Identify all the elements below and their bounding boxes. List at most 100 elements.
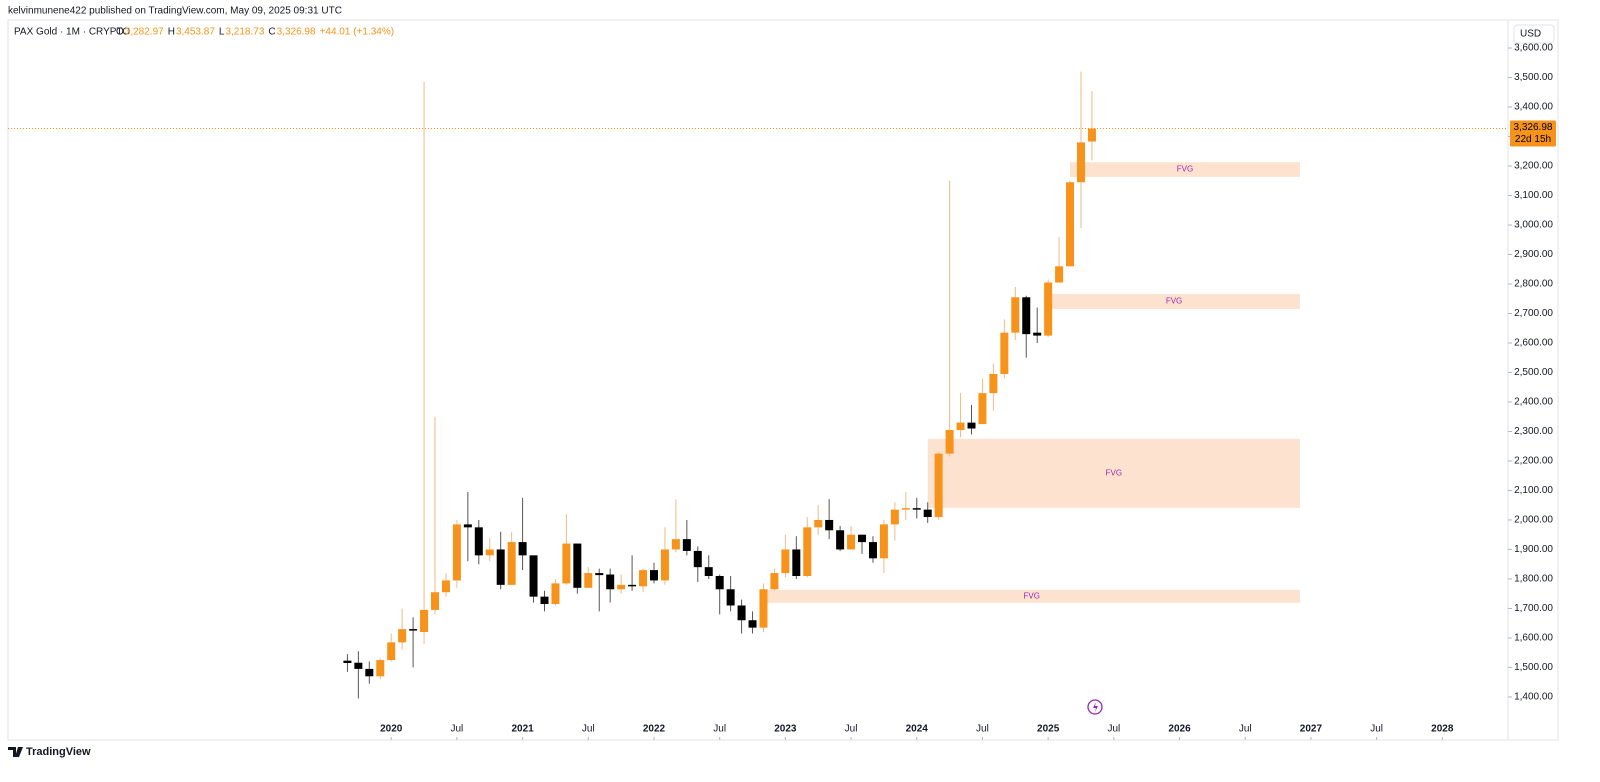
body (803, 527, 812, 577)
candle (759, 583, 768, 633)
body (376, 660, 385, 677)
body (715, 576, 724, 590)
candle (967, 404, 976, 435)
y-tick-label: 2,100.00 (1514, 485, 1553, 496)
body (737, 605, 746, 621)
body (343, 660, 352, 664)
body (1087, 128, 1096, 142)
candle (1000, 319, 1009, 379)
y-tick-label: 3,200.00 (1514, 161, 1553, 172)
candle (847, 525, 856, 550)
candle (485, 537, 494, 562)
publisher: kelvinmunene422 published on TradingView… (8, 6, 342, 17)
body (420, 609, 429, 633)
body (836, 530, 845, 550)
fvg-label: FVG (1023, 591, 1039, 600)
candle (529, 555, 538, 603)
candle (431, 416, 440, 615)
body (858, 534, 867, 543)
brand: TradingView (26, 746, 91, 758)
candle (770, 568, 779, 591)
body (792, 549, 801, 577)
body (617, 584, 626, 590)
y-tick-label: 1,900.00 (1514, 544, 1553, 555)
fvg-zone (927, 438, 1300, 508)
y-tick-label: 2,800.00 (1514, 279, 1553, 290)
y-tick-label: 1,700.00 (1514, 603, 1553, 614)
candle (584, 567, 593, 588)
body (1076, 142, 1085, 183)
candle (682, 519, 691, 556)
candle (803, 517, 812, 578)
y-tick-label: 2,700.00 (1514, 308, 1553, 319)
body (693, 550, 702, 568)
fvg-zone (1048, 294, 1300, 310)
body (485, 549, 494, 556)
candle (606, 568, 615, 603)
candle (420, 81, 429, 644)
fvg-label: FVG (1177, 165, 1193, 174)
tv-logo: TradingView (8, 746, 91, 758)
fvg-zone (1070, 162, 1300, 177)
candle (814, 505, 823, 535)
body (825, 519, 834, 531)
body (934, 453, 943, 518)
candle (1055, 236, 1064, 283)
candle (343, 654, 352, 672)
candle (1033, 307, 1042, 343)
body (649, 570, 658, 581)
candle (1066, 180, 1075, 267)
candle (978, 378, 987, 425)
y-tick-label: 3,600.00 (1514, 43, 1553, 54)
body (901, 508, 910, 510)
body (956, 422, 965, 430)
body (639, 570, 648, 587)
candle (409, 617, 418, 668)
body (628, 584, 637, 587)
body (398, 629, 407, 643)
x-tick-label: 2022 (643, 724, 666, 735)
body (726, 589, 735, 606)
candle (387, 633, 396, 662)
candle (365, 661, 374, 684)
candle (901, 491, 910, 520)
body (967, 422, 976, 429)
fvg-zone (763, 589, 1300, 603)
candle (1087, 91, 1096, 161)
body (868, 542, 877, 559)
candle (639, 568, 648, 593)
body (551, 583, 560, 605)
y-tick-label: 1,500.00 (1514, 662, 1553, 673)
candle (398, 608, 407, 650)
body (923, 509, 932, 518)
body (431, 592, 440, 610)
x-tick-label: Jul (1239, 724, 1252, 735)
alert-icon[interactable] (1087, 699, 1103, 715)
symbol: PAX Gold · 1M · CRYPTO (14, 27, 130, 38)
candle (715, 574, 724, 615)
currency-box[interactable] (1513, 24, 1555, 44)
body (890, 509, 899, 525)
body (759, 589, 768, 628)
candle (649, 562, 658, 584)
candle (748, 611, 757, 634)
body (978, 393, 987, 425)
ohlc-key: L (219, 27, 225, 38)
candle (441, 573, 450, 597)
x-tick-label: 2026 (1168, 724, 1191, 735)
candle (868, 536, 877, 563)
candle (792, 536, 801, 579)
body (1066, 182, 1075, 267)
body (989, 373, 998, 394)
body (781, 549, 790, 574)
candle (452, 519, 461, 588)
candle (474, 519, 483, 565)
body (682, 539, 691, 551)
y-tick-label: 1,800.00 (1514, 574, 1553, 585)
candle (540, 590, 549, 612)
ohlc-value: 3,326.98 (277, 27, 316, 38)
y-tick-label: 2,600.00 (1514, 338, 1553, 349)
body (463, 524, 472, 528)
y-tick-label: 2,500.00 (1514, 367, 1553, 378)
x-tick-label: 2021 (511, 724, 534, 735)
